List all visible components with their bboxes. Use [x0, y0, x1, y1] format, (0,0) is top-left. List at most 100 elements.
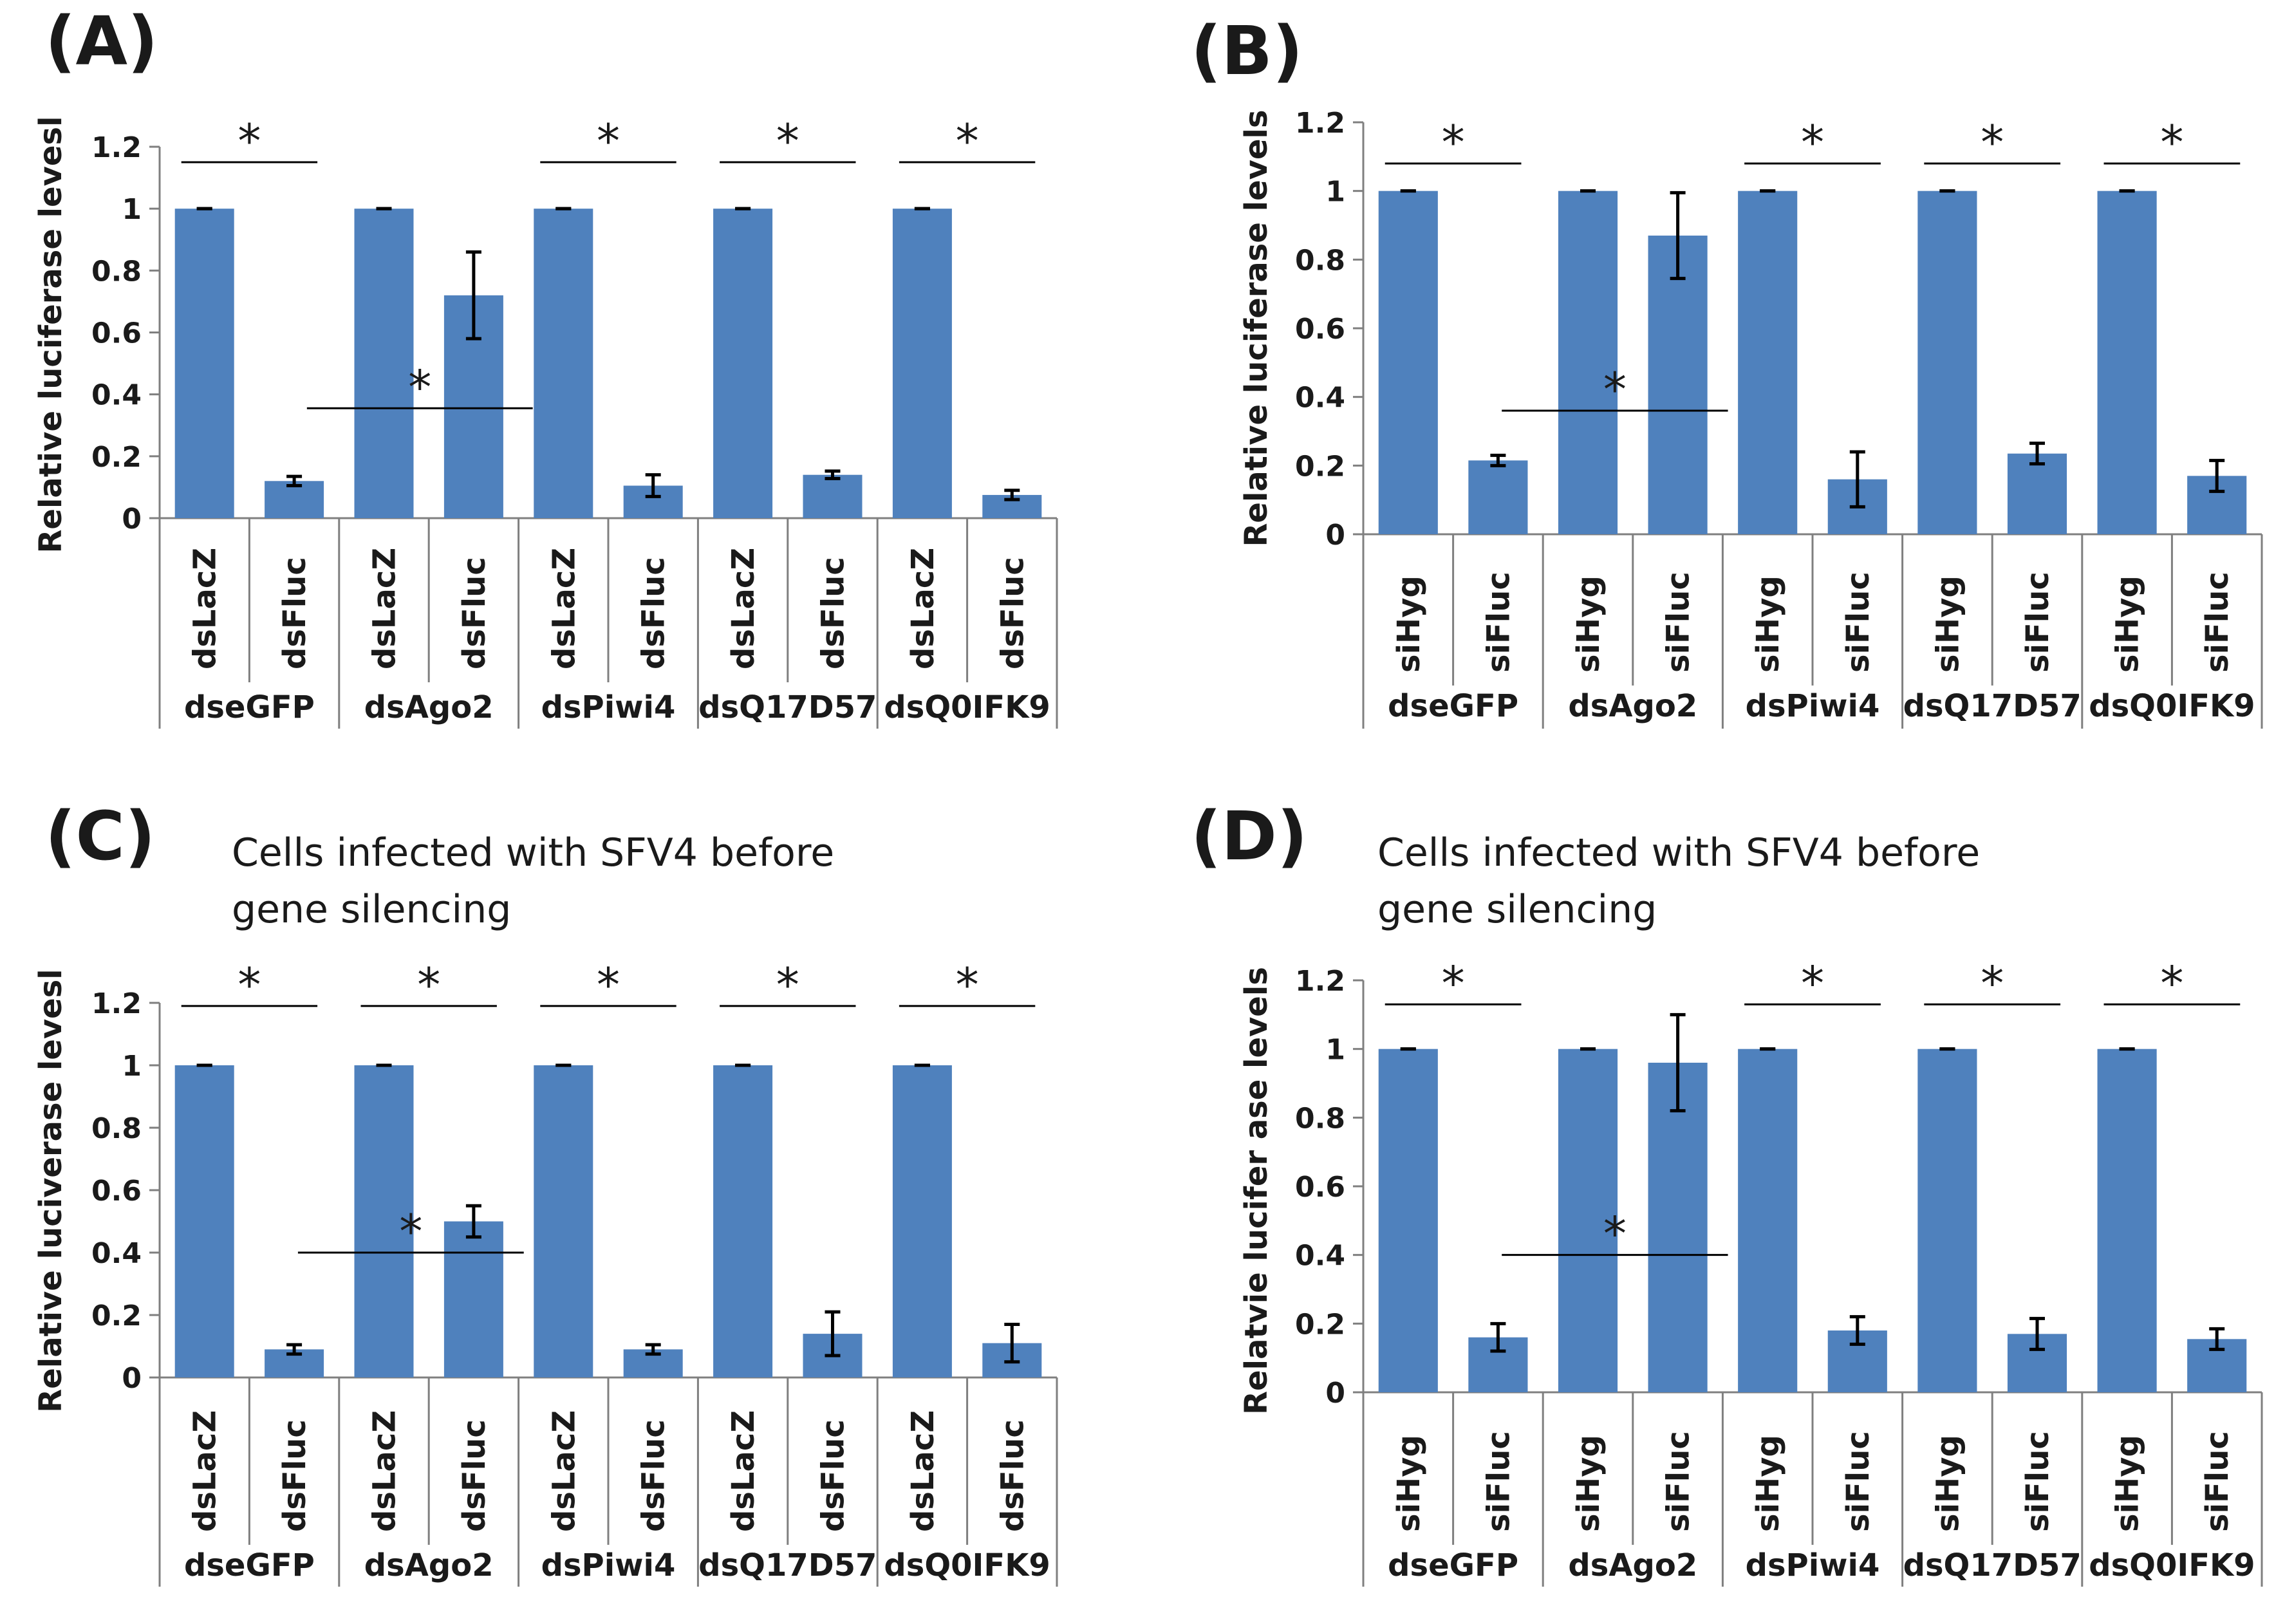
bar-sihyg-2	[1558, 191, 1618, 535]
group-label: dseGFP	[1388, 1547, 1518, 1583]
significance-marker: *	[306, 360, 533, 414]
group-label: dsQ0IFK9	[2089, 688, 2255, 724]
y-tick-label: 1.2	[1295, 107, 1345, 140]
group-label: dsQ0IFK9	[884, 1547, 1050, 1583]
category-label: siFluc	[1480, 572, 1516, 673]
bar-dslacz-8	[892, 1065, 952, 1377]
error-bar	[1004, 489, 1020, 501]
group-label: dsQ17D57	[698, 689, 877, 725]
significance-marker: *	[1924, 115, 2061, 169]
panel-d: (D) Cells infected with SFV4 before gene s…	[1191, 797, 2263, 1587]
category-label: siHyg	[1750, 1435, 1786, 1532]
bar-sihyg-4	[1738, 191, 1798, 535]
y-tick-label: 1	[1325, 176, 1345, 209]
group-label: dsPiwi4	[541, 1547, 676, 1583]
category-label: siFluc	[1840, 1431, 1876, 1532]
y-tick-label: 1	[1325, 1034, 1345, 1067]
category-label: dsFluc	[277, 1419, 313, 1532]
error-bar	[1670, 1013, 1686, 1113]
category-label: dsLacZ	[367, 548, 403, 669]
y-tick-label: 0.8	[1295, 1102, 1345, 1135]
y-tick-label: 0.2	[91, 441, 142, 474]
error-bar	[1490, 1321, 1506, 1353]
significance-marker: *	[1385, 956, 1522, 1010]
bar-dsfluc-7	[803, 474, 863, 518]
group-label: dsAgo2	[1568, 688, 1697, 724]
bar-sihyg-6	[1917, 191, 1977, 535]
y-tick-label: 1.2	[1295, 965, 1345, 998]
panel-letter: (C)	[45, 797, 155, 875]
bar-dslacz-0	[174, 209, 234, 518]
y-axis-label: Relative luciferase levesl	[33, 116, 69, 553]
significance-star: *	[956, 958, 979, 1012]
error-bar	[465, 1204, 481, 1239]
significance-marker: *	[181, 114, 318, 168]
category-label: dsLacZ	[905, 548, 941, 669]
significance-marker: *	[360, 958, 497, 1012]
category-label: dsFluc	[636, 557, 672, 669]
category-label: siFluc	[2020, 572, 2056, 673]
y-tick-label: 1	[122, 193, 142, 226]
category-label: siHyg	[2110, 575, 2146, 673]
category-label: siFluc	[2020, 1431, 2056, 1532]
bar-sihyg-0	[1378, 1049, 1438, 1392]
significance-marker: *	[720, 114, 856, 168]
y-tick-label: 0.2	[1295, 1308, 1345, 1341]
significance-star: *	[417, 958, 440, 1012]
error-bar	[1849, 1315, 1865, 1346]
significance-star: *	[1981, 115, 2004, 169]
error-bar	[1004, 1323, 1020, 1364]
bar-sihyg-8	[2097, 191, 2157, 535]
panel-c: (C) Cells infected with SFV4 before gene s…	[33, 797, 1058, 1587]
error-bar	[1849, 450, 1865, 509]
bar-sifluc-1	[1468, 460, 1528, 534]
group-label: dsAgo2	[364, 689, 494, 725]
chart-subtitle-line: gene silencing	[1377, 887, 1657, 932]
group-label: dsQ0IFK9	[2089, 1547, 2255, 1583]
y-tick-label: 0.6	[1295, 1171, 1345, 1204]
group-label: dsAgo2	[364, 1547, 494, 1583]
y-tick-label: 0.8	[91, 1112, 142, 1145]
group-label: dseGFP	[1388, 688, 1518, 724]
category-label: dsFluc	[994, 557, 1030, 669]
error-bar	[465, 250, 481, 341]
chart-subtitle-line: gene silencing	[232, 887, 511, 932]
category-label: dsFluc	[456, 557, 492, 669]
significance-marker: *	[1385, 115, 1522, 169]
category-label: siHyg	[1391, 1435, 1427, 1532]
category-label: dsLacZ	[905, 1410, 941, 1532]
significance-marker: *	[181, 958, 318, 1012]
error-bar	[825, 469, 841, 480]
category-label: dsLacZ	[187, 1410, 223, 1532]
bar-sihyg-4	[1738, 1049, 1798, 1392]
significance-star: *	[1442, 115, 1465, 169]
y-axis-label: Relative luciferase levels	[1238, 109, 1274, 546]
significance-marker: *	[2103, 115, 2241, 169]
significance-marker: *	[540, 958, 676, 1012]
y-tick-label: 0.2	[91, 1300, 142, 1332]
error-bar	[286, 1343, 303, 1356]
significance-star: *	[1981, 956, 2004, 1010]
bar-dslacz-4	[534, 1065, 593, 1377]
y-tick-label: 0.4	[91, 1237, 142, 1270]
error-bar	[1670, 191, 1686, 281]
significance-star: *	[1442, 956, 1465, 1010]
bar-sifluc-3	[1648, 1063, 1708, 1392]
category-label: dsLacZ	[546, 1410, 582, 1532]
significance-star: *	[776, 958, 799, 1012]
group-label: dsPiwi4	[1746, 1547, 1880, 1583]
y-tick-label: 0.2	[1295, 450, 1345, 483]
bar-dslacz-6	[713, 1065, 773, 1377]
y-tick-label: 0.8	[1295, 244, 1345, 277]
chart-subtitle-line: Cells infected with SFV4 before	[1377, 830, 1980, 875]
y-axis-label: Relative luciverase levesl	[33, 969, 69, 1412]
error-bar	[645, 1343, 661, 1356]
y-tick-label: 0.6	[91, 1175, 142, 1208]
error-bar	[2029, 442, 2045, 466]
y-tick-label: 1	[122, 1050, 142, 1083]
bar-dsfluc-3	[443, 1221, 503, 1377]
category-label: dsLacZ	[725, 548, 761, 669]
y-tick-label: 0.6	[1295, 313, 1345, 346]
group-label: dsPiwi4	[541, 689, 676, 725]
